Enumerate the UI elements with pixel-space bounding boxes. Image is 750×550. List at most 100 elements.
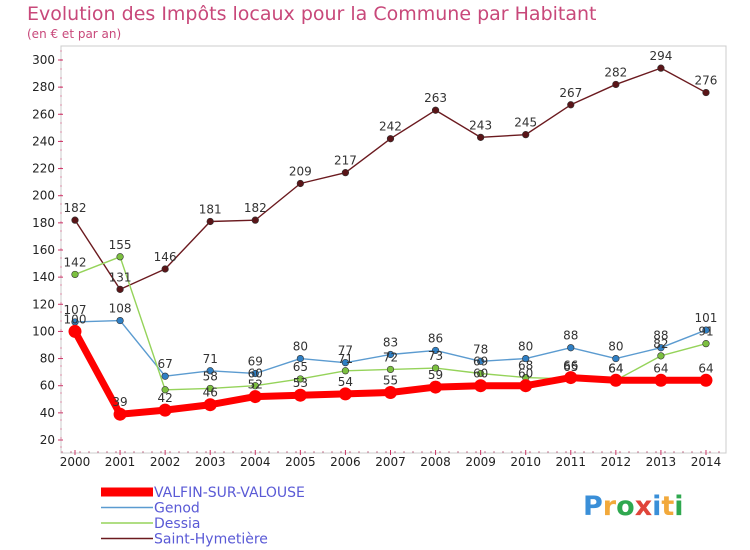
x-tick-label-2000: 2000: [60, 455, 91, 469]
data-label-valfin-sur-valouse-2007: 55: [383, 374, 398, 388]
y-tick-label-40: 40: [40, 406, 55, 420]
data-label-genod-2010: 80: [518, 340, 533, 354]
x-tick-label-2003: 2003: [195, 455, 226, 469]
x-tick-label-2013: 2013: [646, 455, 677, 469]
data-label-valfin-sur-valouse-2010: 60: [518, 367, 533, 381]
point-genod-2004: [251, 369, 259, 378]
data-label-genod-2006: 77: [338, 344, 353, 358]
point-dessia-2007: [386, 365, 395, 374]
point-valfin-sur-valouse-2000: [68, 324, 82, 338]
point-valfin-sur-valouse-2013: [654, 373, 668, 387]
data-label-saint-hymeti-re-2013: 294: [649, 49, 672, 63]
chart-title: Evolution des Impôts locaux pour la Comm…: [27, 3, 597, 25]
point-dessia-2000: [71, 270, 79, 279]
data-label-dessia-2011: 65: [563, 360, 578, 374]
data-label-saint-hymeti-re-2010: 245: [514, 116, 537, 130]
data-label-saint-hymeti-re-2000: 182: [64, 201, 87, 215]
data-label-genod-2004: 69: [248, 355, 263, 369]
y-tick-label-100: 100: [32, 324, 55, 338]
data-label-dessia-2012: 64: [608, 361, 623, 375]
x-tick-label-2008: 2008: [420, 455, 451, 469]
point-dessia-2002: [161, 386, 169, 394]
data-label-valfin-sur-valouse-2013: 64: [653, 361, 668, 375]
point-valfin-sur-valouse-2005: [293, 388, 307, 402]
point-valfin-sur-valouse-2004: [248, 390, 262, 404]
x-tick-label-2014: 2014: [691, 455, 722, 469]
legend-label-saint-hymeti-re: Saint-Hymetière: [154, 532, 268, 548]
point-saint-hymeti-re-2007: [386, 135, 395, 143]
point-valfin-sur-valouse-2011: [564, 371, 578, 385]
point-valfin-sur-valouse-2008: [429, 380, 443, 394]
point-genod-2008: [431, 346, 440, 355]
data-label-dessia-2006: 71: [338, 352, 353, 366]
proxiti-logo: Proxiti: [583, 491, 684, 522]
point-saint-hymeti-re-2002: [161, 265, 169, 273]
point-valfin-sur-valouse-2002: [158, 403, 172, 417]
data-label-genod-2013: 88: [653, 329, 668, 343]
chart-subtitle: (en € et par an): [27, 27, 122, 41]
point-valfin-sur-valouse-2009: [474, 379, 488, 393]
point-saint-hymeti-re-2001: [116, 285, 124, 293]
y-tick-label-80: 80: [40, 352, 55, 366]
data-label-genod-2012: 80: [608, 340, 623, 354]
data-label-valfin-sur-valouse-2004: 52: [248, 378, 263, 392]
data-label-valfin-sur-valouse-2008: 59: [428, 368, 443, 382]
point-dessia-2003: [206, 384, 214, 393]
point-dessia-2004: [251, 382, 259, 390]
point-genod-2003: [206, 367, 214, 375]
data-label-dessia-2008: 73: [428, 349, 443, 363]
y-tick-label-120: 120: [32, 297, 55, 311]
data-label-valfin-sur-valouse-2000: 100: [64, 312, 87, 326]
data-label-genod-2014: 101: [695, 311, 718, 325]
data-label-valfin-sur-valouse-2011: 66: [563, 359, 578, 373]
data-label-valfin-sur-valouse-2003: 46: [203, 386, 218, 400]
logo-letter: i: [674, 491, 684, 522]
x-tick-label-2004: 2004: [240, 455, 271, 469]
x-tick-label-2006: 2006: [330, 455, 361, 469]
data-label-dessia-2007: 72: [383, 350, 398, 364]
point-genod-2001: [116, 316, 124, 325]
y-tick-label-280: 280: [32, 80, 55, 94]
data-label-genod-2007: 83: [383, 336, 398, 350]
point-genod-2012: [612, 354, 620, 363]
x-tick-label-2001: 2001: [105, 455, 136, 469]
point-genod-2005: [296, 354, 304, 363]
data-label-genod-2002: 67: [157, 357, 172, 371]
y-tick-label-200: 200: [32, 189, 55, 203]
point-dessia-2008: [431, 364, 440, 372]
point-dessia-2013: [657, 352, 665, 360]
point-saint-hymeti-re-2009: [477, 133, 485, 141]
data-label-genod-2000: 107: [64, 303, 87, 317]
point-saint-hymeti-re-2011: [567, 101, 575, 109]
point-saint-hymeti-re-2013: [657, 64, 665, 72]
point-valfin-sur-valouse-2007: [383, 386, 397, 399]
data-label-saint-hymeti-re-2006: 217: [334, 154, 357, 168]
data-label-dessia-2014: 91: [698, 325, 713, 339]
point-valfin-sur-valouse-2006: [338, 387, 352, 401]
data-label-genod-2001: 108: [109, 302, 132, 316]
logo-letter: i: [652, 491, 662, 522]
logo-letter: P: [583, 491, 603, 522]
data-labels-layer: 182 131 146 181 182 209 217 242 263 243 245 267 282 2…: [64, 49, 718, 409]
point-genod-2007: [386, 350, 395, 359]
logo-letter: o: [616, 491, 635, 522]
y-tick-label-20: 20: [40, 433, 55, 447]
x-tick-label-2012: 2012: [601, 455, 632, 469]
x-axis: 2000 2001 2002 2003 2004 2005 2006 2007 2008 2009…: [60, 450, 726, 469]
data-label-genod-2008: 86: [428, 331, 443, 345]
y-axis: 20 40 60 80 100 120 140 160 180 200 220 240 260 280 30…: [32, 50, 63, 452]
point-saint-hymeti-re-2008: [431, 106, 440, 114]
point-valfin-sur-valouse-2001: [113, 407, 127, 421]
legend-label-genod: Genod: [154, 501, 200, 517]
x-tick-label-2005: 2005: [285, 455, 316, 469]
point-dessia-2006: [341, 367, 350, 375]
y-tick-label-240: 240: [32, 134, 55, 148]
data-label-dessia-2004: 60: [248, 367, 263, 381]
data-label-saint-hymeti-re-2008: 263: [424, 91, 447, 105]
x-tick-label-2011: 2011: [555, 455, 586, 469]
point-saint-hymeti-re-2000: [71, 216, 79, 224]
data-label-genod-2003: 71: [203, 352, 218, 366]
x-tick-label-2002: 2002: [150, 455, 181, 469]
data-label-saint-hymeti-re-2001: 131: [109, 270, 132, 284]
